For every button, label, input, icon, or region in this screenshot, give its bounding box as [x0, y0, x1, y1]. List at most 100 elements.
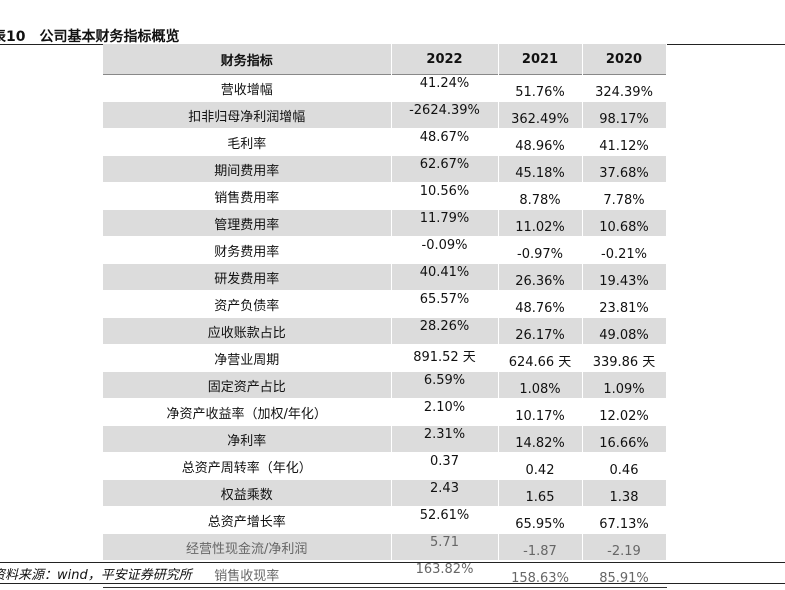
- cell-2022: 11.79%: [391, 209, 499, 237]
- row-label: 毛利率: [103, 128, 392, 156]
- cell-2020: 37.68%: [582, 155, 667, 183]
- cell-2022: 62.67%: [391, 155, 499, 183]
- table-row: 固定资产占比 6.59% 1.08% 1.09%: [103, 371, 667, 399]
- table-row: 资产负债率 65.57% 48.76% 23.81%: [103, 290, 667, 318]
- table-row: 扣非归母净利润增幅 -2624.39% 362.49% 98.17%: [103, 101, 667, 129]
- table-row: 销售费用率 10.56% 8.78% 7.78%: [103, 182, 667, 210]
- header-2020: 2020: [582, 44, 667, 75]
- row-label: 净资产收益率（加权/年化）: [103, 398, 392, 426]
- cell-2021: 10.17%: [498, 398, 583, 426]
- cell-2021: 624.66 天: [498, 344, 583, 372]
- cell-2022: 65.57%: [391, 290, 499, 318]
- row-label: 销售费用率: [103, 182, 392, 210]
- row-label: 经营性现金流/净利润: [103, 533, 392, 561]
- cell-2020: 16.66%: [582, 425, 667, 453]
- cell-2022: 28.26%: [391, 317, 499, 345]
- cell-2022: 891.52 天: [391, 344, 499, 372]
- cell-2022: 0.37: [391, 452, 499, 480]
- table-row: 应收账款占比 28.26% 26.17% 49.08%: [103, 317, 667, 345]
- source-note: 资料来源：wind，平安证券研究所: [0, 568, 192, 583]
- cell-2020: 49.08%: [582, 317, 667, 345]
- table-title-bar: 表10 公司基本财务指标概览: [0, 24, 785, 45]
- header-indicator: 财务指标: [103, 44, 392, 75]
- cell-2020: 12.02%: [582, 398, 667, 426]
- cell-2021: 65.95%: [498, 506, 583, 534]
- cell-2020: 7.78%: [582, 182, 667, 210]
- row-label: 营收增幅: [103, 74, 392, 102]
- table-header-row: 财务指标 2022 2021 2020: [103, 44, 667, 75]
- table-row: 营收增幅 41.24% 51.76% 324.39%: [103, 74, 667, 102]
- cell-2020: 1.38: [582, 479, 667, 507]
- cell-2020: 23.81%: [582, 290, 667, 318]
- cell-2020: -0.21%: [582, 236, 667, 264]
- row-label: 期间费用率: [103, 155, 392, 183]
- table-row: 总资产增长率 52.61% 65.95% 67.13%: [103, 506, 667, 534]
- cell-2020: 67.13%: [582, 506, 667, 534]
- row-label: 净利率: [103, 425, 392, 453]
- row-label: 权益乘数: [103, 479, 392, 507]
- cell-2020: 10.68%: [582, 209, 667, 237]
- cell-2022: 5.71: [391, 533, 499, 561]
- row-label: 研发费用率: [103, 263, 392, 291]
- cell-2021: 48.96%: [498, 128, 583, 156]
- table-body: 营收增幅 41.24% 51.76% 324.39% 扣非归母净利润增幅 -2624.3…: [103, 74, 667, 588]
- cell-2020: 0.46: [582, 452, 667, 480]
- table-row: 毛利率 48.67% 48.96% 41.12%: [103, 128, 667, 156]
- cell-2021: 51.76%: [498, 74, 583, 102]
- cell-2022: 6.59%: [391, 371, 499, 399]
- table-title: 表10 公司基本财务指标概览: [0, 29, 180, 45]
- cell-2021: 362.49%: [498, 101, 583, 129]
- cell-2021: 1.08%: [498, 371, 583, 399]
- cell-2022: 40.41%: [391, 263, 499, 291]
- cell-2022: 2.43: [391, 479, 499, 507]
- row-label: 总资产周转率（年化）: [103, 452, 392, 480]
- financial-indicators-table: 财务指标 2022 2021 2020 营收增幅 41.24% 51.76% 324.…: [103, 44, 667, 588]
- cell-2020: 41.12%: [582, 128, 667, 156]
- cell-2021: 0.42: [498, 452, 583, 480]
- table-row: 总资产周转率（年化） 0.37 0.42 0.46: [103, 452, 667, 480]
- table-row: 净资产收益率（加权/年化） 2.10% 10.17% 12.02%: [103, 398, 667, 426]
- row-label: 财务费用率: [103, 236, 392, 264]
- cell-2021: 1.65: [498, 479, 583, 507]
- cell-2020: 339.86 天: [582, 344, 667, 372]
- cell-2022: -0.09%: [391, 236, 499, 264]
- table-row: 净利率 2.31% 14.82% 16.66%: [103, 425, 667, 453]
- cell-2020: -2.19: [582, 533, 667, 561]
- header-2022: 2022: [391, 44, 499, 75]
- row-label: 净营业周期: [103, 344, 392, 372]
- cell-2021: 8.78%: [498, 182, 583, 210]
- row-label: 扣非归母净利润增幅: [103, 101, 392, 129]
- cell-2022: 2.10%: [391, 398, 499, 426]
- cell-2022: 52.61%: [391, 506, 499, 534]
- source-bar: 资料来源：wind，平安证券研究所: [0, 562, 785, 584]
- cell-2022: 2.31%: [391, 425, 499, 453]
- cell-2021: 26.17%: [498, 317, 583, 345]
- cell-2020: 98.17%: [582, 101, 667, 129]
- cell-2021: -1.87: [498, 533, 583, 561]
- table-row: 期间费用率 62.67% 45.18% 37.68%: [103, 155, 667, 183]
- cell-2022: 41.24%: [391, 74, 499, 102]
- table-row: 经营性现金流/净利润 5.71 -1.87 -2.19: [103, 533, 667, 561]
- table-row: 权益乘数 2.43 1.65 1.38: [103, 479, 667, 507]
- cell-2022: 48.67%: [391, 128, 499, 156]
- cell-2021: 45.18%: [498, 155, 583, 183]
- cell-2022: -2624.39%: [391, 101, 499, 129]
- row-label: 管理费用率: [103, 209, 392, 237]
- cell-2021: -0.97%: [498, 236, 583, 264]
- table-row: 研发费用率 40.41% 26.36% 19.43%: [103, 263, 667, 291]
- table-row: 净营业周期 891.52 天 624.66 天 339.86 天: [103, 344, 667, 372]
- cell-2021: 11.02%: [498, 209, 583, 237]
- row-label: 资产负债率: [103, 290, 392, 318]
- row-label: 应收账款占比: [103, 317, 392, 345]
- cell-2021: 14.82%: [498, 425, 583, 453]
- row-label: 固定资产占比: [103, 371, 392, 399]
- header-2021: 2021: [498, 44, 583, 75]
- cell-2021: 26.36%: [498, 263, 583, 291]
- row-label: 总资产增长率: [103, 506, 392, 534]
- cell-2022: 10.56%: [391, 182, 499, 210]
- cell-2020: 1.09%: [582, 371, 667, 399]
- table-row: 管理费用率 11.79% 11.02% 10.68%: [103, 209, 667, 237]
- cell-2020: 324.39%: [582, 74, 667, 102]
- cell-2021: 48.76%: [498, 290, 583, 318]
- cell-2020: 19.43%: [582, 263, 667, 291]
